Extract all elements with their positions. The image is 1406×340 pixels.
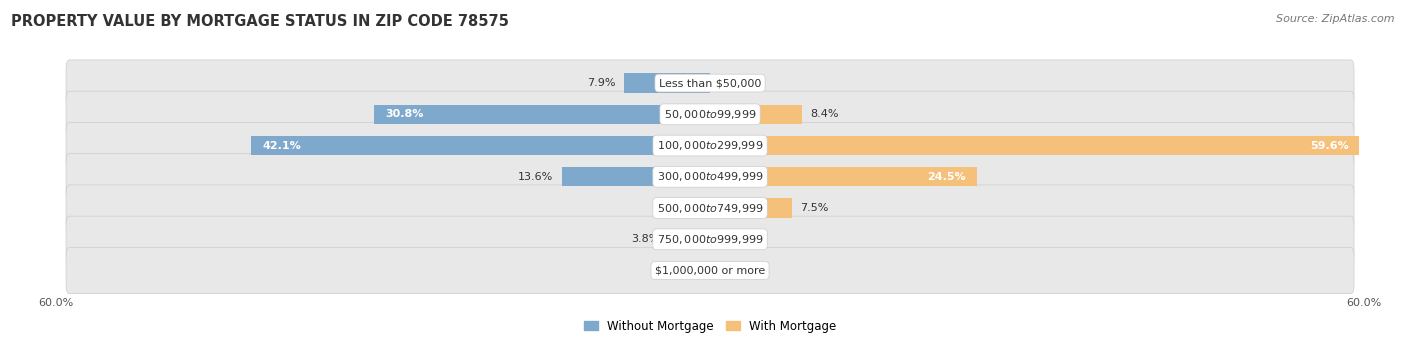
Bar — [710, 136, 1360, 155]
Text: PROPERTY VALUE BY MORTGAGE STATUS IN ZIP CODE 78575: PROPERTY VALUE BY MORTGAGE STATUS IN ZIP… — [11, 14, 509, 29]
Text: $100,000 to $299,999: $100,000 to $299,999 — [657, 139, 763, 152]
Text: 0.0%: 0.0% — [716, 266, 744, 275]
Text: 0.0%: 0.0% — [676, 266, 704, 275]
Text: $300,000 to $499,999: $300,000 to $499,999 — [657, 170, 763, 183]
FancyBboxPatch shape — [66, 60, 1354, 106]
Text: 13.6%: 13.6% — [517, 172, 553, 182]
Bar — [624, 73, 710, 93]
Text: 8.4%: 8.4% — [810, 109, 839, 119]
FancyBboxPatch shape — [66, 154, 1354, 200]
Bar — [690, 198, 710, 218]
Text: 42.1%: 42.1% — [262, 140, 301, 151]
FancyBboxPatch shape — [66, 248, 1354, 294]
FancyBboxPatch shape — [66, 91, 1354, 137]
Text: 1.8%: 1.8% — [654, 203, 682, 213]
Text: 59.6%: 59.6% — [1310, 140, 1348, 151]
Bar — [669, 230, 710, 249]
Text: Source: ZipAtlas.com: Source: ZipAtlas.com — [1277, 14, 1395, 23]
Text: $50,000 to $99,999: $50,000 to $99,999 — [664, 108, 756, 121]
Bar — [252, 136, 710, 155]
Bar — [710, 105, 801, 124]
Text: 0.0%: 0.0% — [716, 234, 744, 244]
Text: 3.8%: 3.8% — [631, 234, 659, 244]
Text: 7.5%: 7.5% — [800, 203, 830, 213]
Text: 30.8%: 30.8% — [385, 109, 423, 119]
FancyBboxPatch shape — [66, 122, 1354, 169]
FancyBboxPatch shape — [66, 216, 1354, 262]
Text: 7.9%: 7.9% — [586, 78, 616, 88]
Text: $750,000 to $999,999: $750,000 to $999,999 — [657, 233, 763, 246]
Bar — [374, 105, 710, 124]
Text: Less than $50,000: Less than $50,000 — [659, 78, 761, 88]
Text: 0.0%: 0.0% — [716, 78, 744, 88]
Text: $500,000 to $749,999: $500,000 to $749,999 — [657, 202, 763, 215]
Text: 24.5%: 24.5% — [928, 172, 966, 182]
Legend: Without Mortgage, With Mortgage: Without Mortgage, With Mortgage — [579, 315, 841, 337]
Bar — [562, 167, 710, 186]
Bar — [710, 198, 792, 218]
Text: $1,000,000 or more: $1,000,000 or more — [655, 266, 765, 275]
Bar — [710, 167, 977, 186]
FancyBboxPatch shape — [66, 185, 1354, 231]
